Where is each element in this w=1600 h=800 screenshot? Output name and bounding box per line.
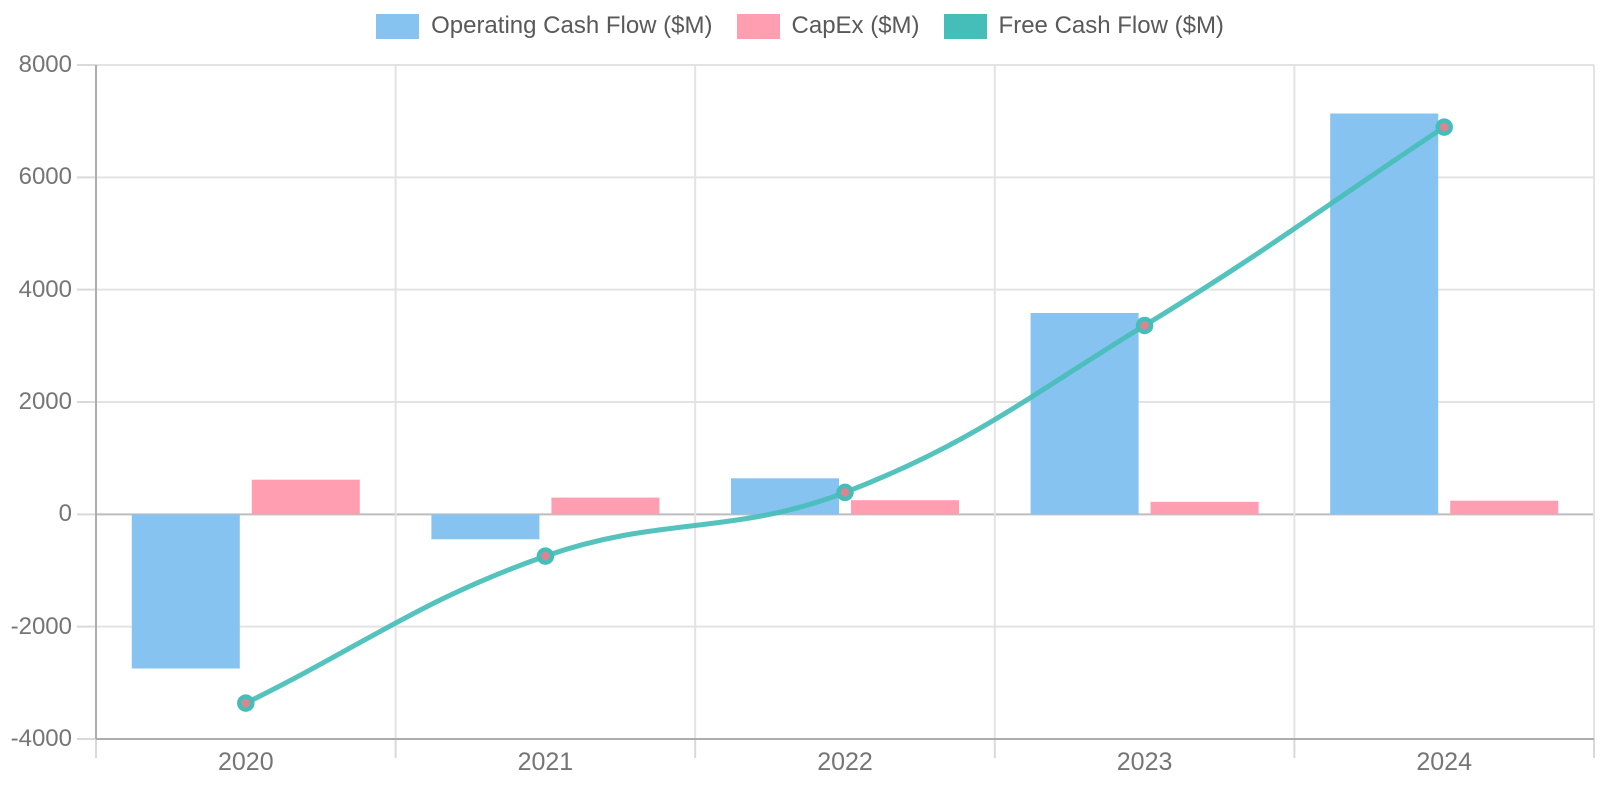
legend-label-operating-cash-flow: Operating Cash Flow ($M) (431, 12, 713, 39)
bar-operating-cash-flow-2021[interactable] (431, 514, 540, 540)
y-tick-label-0: 0 (58, 500, 72, 528)
bar-capex-2023[interactable] (1150, 501, 1259, 515)
point-free-cash-flow-2024[interactable] (1435, 118, 1453, 136)
bar-capex-2024[interactable] (1450, 500, 1559, 515)
legend-label-free-cash-flow: Free Cash Flow ($M) (998, 12, 1224, 39)
point-free-cash-flow-2023[interactable] (1135, 316, 1154, 335)
x-tick-label-2021: 2021 (517, 748, 574, 776)
bar-capex-2020[interactable] (251, 479, 360, 515)
bar-operating-cash-flow-2022[interactable] (731, 478, 839, 515)
y-tick-label--2000: -2000 (10, 612, 72, 640)
point-free-cash-flow-2020[interactable] (237, 694, 255, 712)
bar-capex-2021[interactable] (551, 497, 660, 515)
y-tick-label-8000: 8000 (18, 51, 72, 78)
legend-item-free-cash-flow[interactable]: Free Cash Flow ($M) (943, 12, 1224, 40)
point-free-cash-flow-2021[interactable] (536, 547, 555, 565)
x-tick-label-2024: 2024 (1416, 748, 1472, 776)
y-tick-label-6000: 6000 (18, 163, 72, 191)
legend-swatch-free-cash-flow (943, 13, 987, 39)
legend-item-capex[interactable]: CapEx ($M) (736, 12, 920, 40)
x-tick-label-2023: 2023 (1116, 748, 1173, 776)
legend-item-operating-cash-flow[interactable]: Operating Cash Flow ($M) (376, 12, 713, 40)
legend: Operating Cash Flow ($M) CapEx ($M) Free… (0, 12, 1600, 40)
y-tick-label--4000: -4000 (10, 725, 72, 752)
bar-operating-cash-flow-2020[interactable] (131, 514, 240, 669)
bar-capex-2022[interactable] (851, 500, 959, 515)
free-cash-flow-line (243, 124, 1447, 706)
legend-swatch-capex (736, 13, 780, 39)
point-free-cash-flow-2022[interactable] (836, 483, 854, 502)
y-tick-label-4000: 4000 (18, 275, 72, 303)
legend-swatch-operating-cash-flow (376, 13, 420, 39)
bar-operating-cash-flow-2023[interactable] (1030, 313, 1139, 515)
x-tick-label-2022: 2022 (817, 748, 873, 776)
legend-label-capex: CapEx ($M) (791, 12, 920, 39)
y-tick-label-2000: 2000 (18, 388, 72, 415)
bar-operating-cash-flow-2024[interactable] (1330, 113, 1439, 515)
x-tick-label-2020: 2020 (217, 748, 274, 776)
